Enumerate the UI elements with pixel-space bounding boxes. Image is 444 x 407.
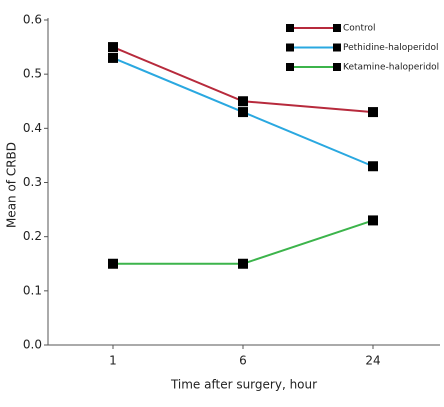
legend-marker bbox=[286, 43, 294, 52]
marker bbox=[108, 258, 118, 269]
legend-marker bbox=[333, 24, 341, 32]
legend-marker bbox=[286, 63, 294, 71]
y-tick-label: 0.5 bbox=[23, 67, 42, 81]
marker bbox=[368, 215, 378, 226]
legend-label: Control bbox=[343, 24, 376, 34]
legend-label: Ketamine-haloperidol bbox=[343, 63, 439, 73]
x-tick-label: 6 bbox=[239, 354, 247, 368]
marker bbox=[238, 107, 248, 118]
series-line bbox=[113, 219, 374, 265]
x-axis-label: Time after surgery, hour bbox=[170, 378, 317, 392]
marker bbox=[238, 96, 248, 107]
y-tick-label: 0.3 bbox=[23, 175, 42, 189]
x-tick-label: 24 bbox=[365, 354, 380, 368]
legend-label: Pethidine-haloperidol bbox=[343, 43, 438, 53]
y-tick-label: 0.6 bbox=[23, 13, 42, 27]
y-tick-label: 0.4 bbox=[23, 121, 42, 135]
marker bbox=[238, 258, 248, 269]
y-tick-label: 0.2 bbox=[23, 229, 42, 243]
y-tick-label: 0.0 bbox=[23, 338, 42, 352]
legend-marker bbox=[333, 43, 341, 52]
marker bbox=[368, 161, 378, 172]
marker bbox=[108, 52, 118, 63]
legend-marker bbox=[286, 24, 294, 32]
x-tick-label: 1 bbox=[109, 354, 117, 368]
marker bbox=[108, 42, 118, 53]
marker bbox=[368, 107, 378, 118]
legend-marker bbox=[333, 63, 341, 71]
y-tick-label: 0.1 bbox=[23, 283, 42, 297]
y-axis-label: Mean of CRBD bbox=[5, 142, 19, 228]
